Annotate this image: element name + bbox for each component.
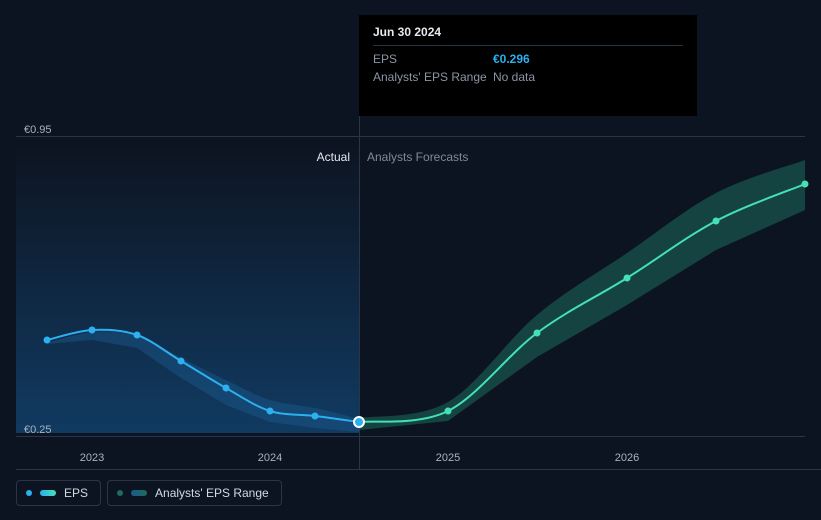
legend-swatch-icon: [131, 490, 147, 496]
tooltip-row-eps: EPS €0.296: [373, 50, 683, 68]
legend: EPS Analysts' EPS Range: [16, 480, 282, 506]
tooltip-date: Jun 30 2024: [373, 25, 683, 46]
tooltip-row-range: Analysts' EPS Range No data: [373, 68, 683, 86]
actual-label: Actual: [317, 150, 350, 164]
tooltip-key: Analysts' EPS Range: [373, 70, 493, 84]
tooltip-value: No data: [493, 70, 535, 84]
legend-label: Analysts' EPS Range: [155, 486, 269, 500]
x-tick-label: 2023: [80, 452, 104, 464]
chart-tooltip: Jun 30 2024 EPS €0.296 Analysts' EPS Ran…: [359, 15, 697, 116]
eps-chart: €0.95 €0.25 2023 2024 2025 2026 Actual A…: [0, 0, 821, 520]
legend-swatch-icon: [40, 490, 56, 496]
tooltip-key: EPS: [373, 52, 493, 66]
tooltip-value: €0.296: [493, 52, 530, 66]
forecast-label: Analysts Forecasts: [367, 150, 468, 164]
x-tick-label: 2025: [436, 452, 460, 464]
y-tick-label: €0.25: [24, 424, 52, 436]
x-tick-label: 2026: [615, 452, 639, 464]
legend-label: EPS: [64, 486, 88, 500]
legend-item-eps[interactable]: EPS: [16, 480, 101, 506]
x-tick-label: 2024: [258, 452, 282, 464]
y-tick-label: €0.95: [24, 124, 52, 136]
legend-item-range[interactable]: Analysts' EPS Range: [107, 480, 282, 506]
